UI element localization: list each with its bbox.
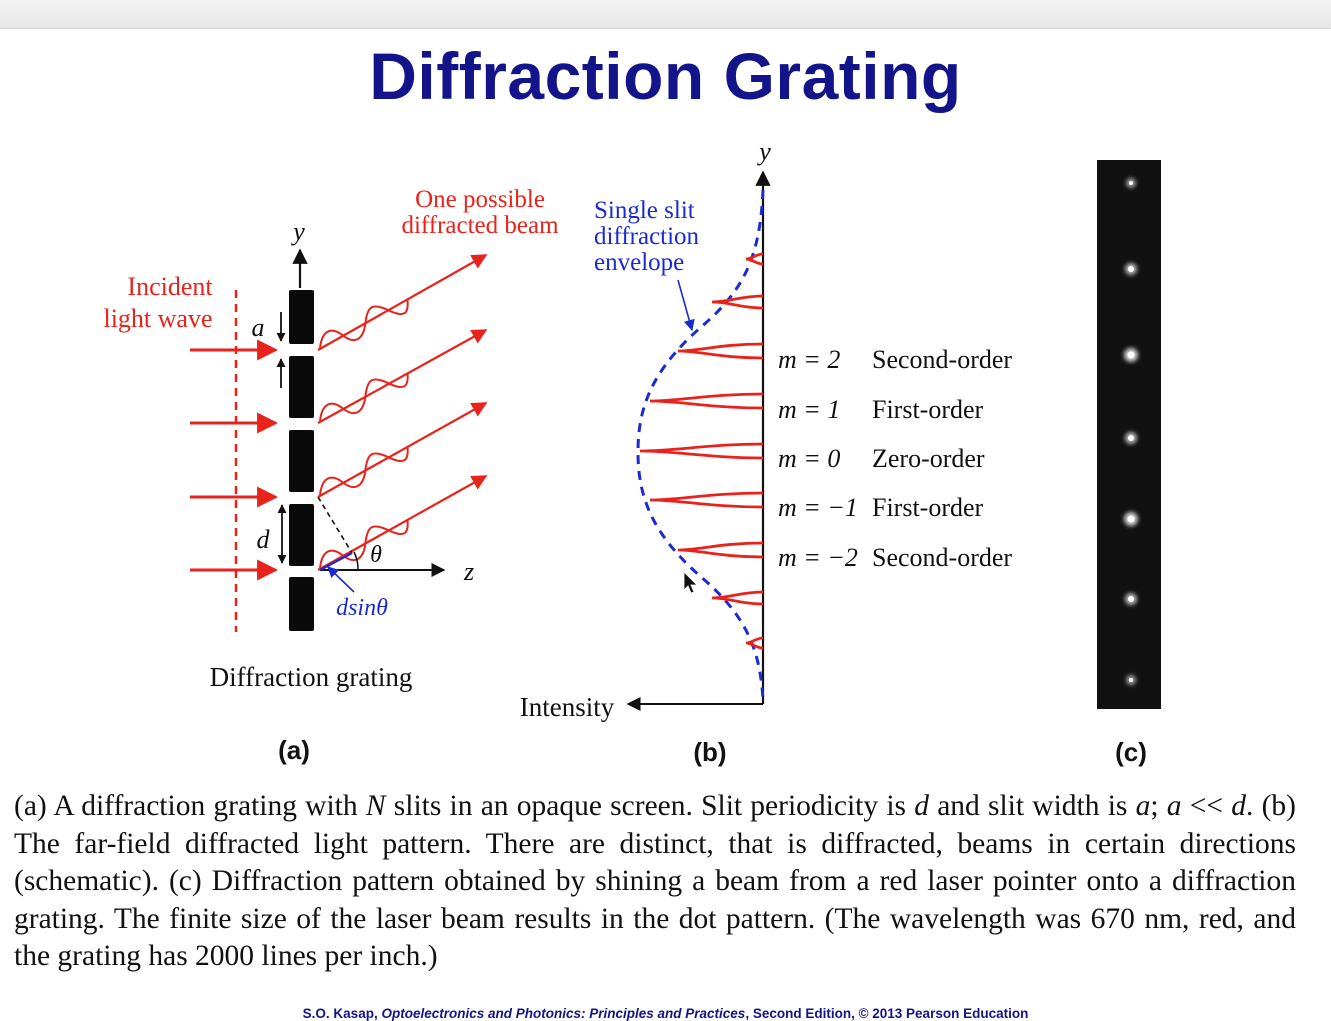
caption-symbol: N	[365, 790, 386, 822]
order-peak	[745, 252, 764, 266]
laser-dot-core	[1128, 596, 1134, 602]
order-peak	[745, 636, 764, 650]
diffracted-beam	[317, 254, 488, 351]
path-difference-line	[319, 551, 353, 572]
order-peak	[639, 442, 764, 460]
wavelet	[319, 299, 409, 349]
laser-dot-core	[1128, 435, 1134, 441]
source-credit: S.O. Kasap, Optoelectronics and Photonic…	[0, 1006, 1331, 1021]
order-name-label: Second-order	[872, 345, 1012, 374]
order-peak	[677, 541, 764, 559]
caption-text: ;	[1150, 790, 1167, 822]
diffracted-beam	[317, 475, 488, 571]
caption-text: (a) A diffraction grating with	[14, 790, 366, 822]
caption-text: <<	[1181, 790, 1232, 822]
diffracted-beam	[317, 402, 488, 498]
wavelets	[319, 299, 409, 569]
diffracted-beams	[317, 254, 488, 571]
panel-a: Incident light wave y a d	[103, 186, 559, 765]
order-peak	[677, 342, 764, 360]
y-axis-label-a: y	[290, 217, 305, 246]
panel-c: (c)	[1097, 160, 1161, 767]
order-m-label: m = −2	[778, 543, 858, 572]
figure: Incident light wave y a d	[103, 137, 1161, 767]
slide-title: Diffraction Grating	[369, 39, 962, 113]
wavelet	[319, 372, 409, 422]
diffracted-beam	[317, 329, 488, 424]
grating-bar	[289, 356, 314, 418]
laser-dot-core	[1127, 515, 1135, 523]
laser-dots	[1124, 178, 1138, 685]
angle-arc	[353, 551, 359, 571]
order-peak	[649, 491, 764, 509]
incident-arrows	[190, 339, 279, 581]
envelope-pointer	[677, 279, 695, 332]
laser-dot-core	[1128, 266, 1134, 272]
perpendicular-dashed	[317, 496, 353, 554]
order-m-label: m = 1	[778, 395, 840, 424]
envelope-label-1: Single slit	[594, 197, 695, 224]
period-symbol: d	[257, 525, 271, 554]
order-m-label: m = 0	[778, 444, 840, 473]
panel-c-label: (c)	[1115, 737, 1147, 767]
laser-dot-core	[1127, 351, 1135, 359]
incident-label-1: Incident	[127, 272, 213, 301]
order-peak	[649, 392, 764, 410]
order-peaks	[639, 252, 764, 650]
order-peak	[711, 590, 764, 606]
credit-book: Optoelectronics and Photonics: Principle…	[381, 1006, 746, 1021]
laser-dot-core	[1129, 181, 1133, 185]
order-name-label: First-order	[872, 493, 984, 522]
laser-dot-core	[1129, 678, 1133, 682]
panel-b: y Intensity Single slit diffraction enve…	[520, 137, 1013, 767]
caption-symbol: a	[1166, 790, 1182, 822]
viewer-toolbar	[0, 0, 1331, 29]
caption-text: slits in an opaque screen. Slit periodic…	[385, 790, 915, 822]
envelope-label-3: envelope	[594, 249, 684, 276]
wavelet	[319, 519, 409, 569]
beam-label-2: diffracted beam	[401, 212, 559, 239]
grating-bar	[289, 290, 314, 344]
path-difference-pointer	[327, 566, 355, 593]
grating-bars	[289, 290, 314, 631]
z-axis-label: z	[463, 557, 474, 586]
y-axis-label-b: y	[756, 137, 771, 166]
grating-bar	[289, 504, 314, 566]
path-difference-label: dsinθ	[336, 595, 388, 621]
mouse-cursor-icon	[683, 571, 698, 594]
credit-rest: , Second Edition, © 2013 Pearson Educati…	[745, 1006, 1029, 1021]
order-name-label: Zero-order	[872, 444, 985, 473]
diffraction-grating-label: Diffraction grating	[210, 662, 413, 692]
caption-symbol: a	[1135, 790, 1151, 822]
caption-text: . (b) The far-field diffracted light pat…	[14, 790, 1296, 972]
order-m-label: m = −1	[778, 493, 858, 522]
order-name-label: First-order	[872, 395, 984, 424]
order-peak	[711, 294, 764, 310]
caption-symbol: d	[1231, 790, 1246, 822]
order-m-label: m = 2	[778, 345, 840, 374]
slit-width-symbol: a	[252, 313, 265, 342]
beam-label-1: One possible	[415, 186, 545, 213]
panel-a-label: (a)	[278, 735, 310, 765]
caption-text: and slit width is	[928, 790, 1136, 822]
wavelet	[319, 446, 409, 496]
incident-label-2: light wave	[103, 304, 212, 333]
figure-caption: (a) A diffraction grating with N slits i…	[14, 788, 1296, 976]
panel-b-label: (b)	[693, 737, 726, 767]
order-labels: m = 2 Second-order m = 1 First-order m =…	[778, 345, 1012, 572]
order-name-label: Second-order	[872, 543, 1012, 572]
grating-bar	[289, 430, 314, 492]
caption-symbol: d	[914, 790, 929, 822]
grating-bar	[289, 577, 314, 631]
angle-symbol: θ	[370, 542, 382, 568]
credit-author: S.O. Kasap,	[302, 1006, 382, 1021]
envelope-label-2: diffraction	[594, 223, 700, 250]
intensity-label: Intensity	[520, 692, 615, 722]
